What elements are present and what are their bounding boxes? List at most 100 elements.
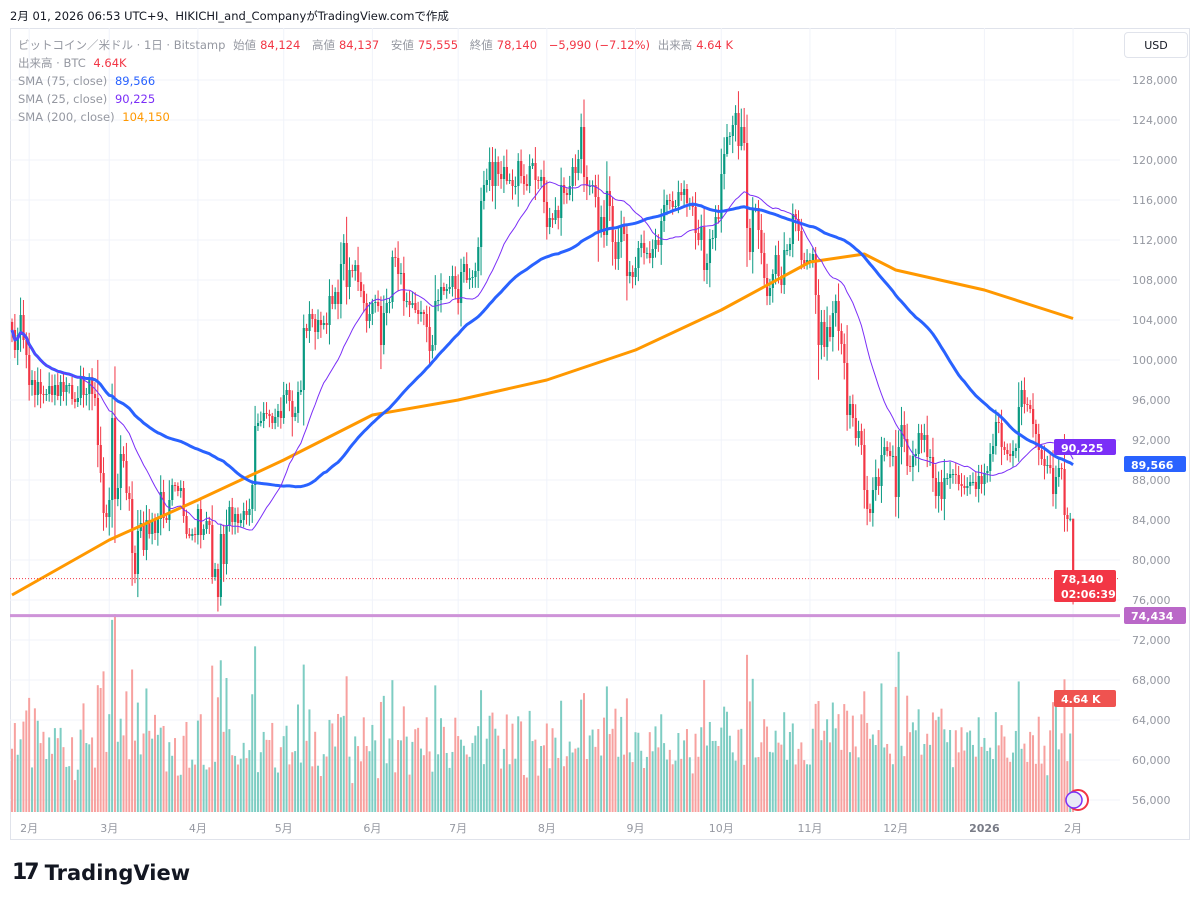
volume-bar bbox=[42, 731, 45, 812]
volume-bar bbox=[691, 773, 694, 812]
volume-bar bbox=[457, 736, 460, 812]
volume-bar bbox=[760, 742, 763, 812]
volume-bar bbox=[594, 746, 597, 812]
volume-bar bbox=[91, 737, 94, 812]
candle-body bbox=[73, 399, 77, 402]
legend-volume-row[interactable]: 出来高 · BTC 4.64K bbox=[18, 56, 127, 70]
volume-bar bbox=[697, 756, 700, 812]
candle-body bbox=[645, 253, 649, 254]
candle-body bbox=[328, 296, 331, 325]
legend-sma25-row[interactable]: SMA (25, close) 90,225 bbox=[18, 92, 156, 106]
volume-bar bbox=[511, 723, 514, 812]
volume-bar bbox=[256, 772, 259, 812]
volume-bar bbox=[371, 724, 374, 812]
volume-bar bbox=[974, 756, 977, 812]
volume-bar bbox=[866, 722, 869, 812]
volume-bar bbox=[909, 732, 912, 812]
volume-bar bbox=[351, 783, 354, 812]
candle-body bbox=[989, 454, 992, 471]
candle-body bbox=[1060, 468, 1063, 469]
currency-button[interactable]: USD bbox=[1124, 32, 1188, 58]
price-tick-label: 84,000 bbox=[1132, 514, 1171, 527]
volume-bar bbox=[431, 771, 434, 812]
volume-bar bbox=[634, 732, 637, 812]
volume-bar bbox=[328, 719, 331, 812]
volume-bar bbox=[1057, 749, 1060, 812]
volume-bar bbox=[949, 729, 952, 812]
candle-body bbox=[848, 404, 852, 415]
candle-body bbox=[251, 485, 254, 509]
sma75-price-tag-bg bbox=[1124, 456, 1186, 472]
volume-bar bbox=[857, 757, 860, 812]
volume-bar bbox=[1046, 775, 1049, 812]
symbol-label[interactable]: ビットコイン／米ドル · 1日 · Bitstamp bbox=[18, 38, 226, 52]
candle-body bbox=[522, 176, 526, 184]
tradingview-logo[interactable]: 17 TradingView bbox=[12, 860, 190, 885]
volume-bar bbox=[471, 743, 474, 812]
candle-body bbox=[319, 320, 323, 325]
volume-bar bbox=[568, 741, 571, 812]
candle-body bbox=[474, 271, 477, 277]
volume-bar bbox=[994, 712, 997, 812]
candle-body bbox=[1066, 515, 1069, 519]
volume-bar bbox=[869, 738, 871, 812]
volume-bar bbox=[997, 745, 1000, 812]
candle-body bbox=[468, 278, 471, 280]
candle-body bbox=[45, 394, 48, 395]
volume-bar bbox=[480, 690, 483, 812]
candle-body bbox=[457, 289, 460, 303]
candle-body bbox=[997, 422, 1000, 423]
candle-body bbox=[19, 315, 22, 335]
volume-bar bbox=[294, 751, 297, 812]
volume-bar bbox=[683, 740, 686, 812]
volume-bar bbox=[254, 646, 257, 812]
candle-body bbox=[571, 167, 574, 186]
volume-bar bbox=[680, 758, 683, 812]
candle-body bbox=[828, 327, 832, 337]
candle-body bbox=[85, 394, 88, 395]
candle-body bbox=[274, 417, 277, 423]
candle-body bbox=[854, 418, 857, 438]
candle-body bbox=[737, 113, 740, 146]
volume-bar bbox=[411, 741, 414, 812]
volume-bar bbox=[954, 730, 957, 812]
volume-bar bbox=[194, 764, 197, 812]
candle-body bbox=[545, 202, 549, 227]
volume-bar bbox=[291, 752, 294, 812]
candle-body bbox=[1012, 451, 1015, 456]
volume-bar bbox=[362, 717, 365, 812]
candle-body bbox=[705, 263, 709, 270]
candle-body bbox=[53, 385, 57, 395]
candle-body bbox=[500, 174, 503, 179]
volume-bar bbox=[1037, 716, 1040, 812]
volume-bar bbox=[334, 746, 337, 812]
candle-body bbox=[562, 185, 566, 193]
price-tick-label: 56,000 bbox=[1132, 794, 1171, 807]
price-axis: 128,000 124,000 120,000 116,000 112,000 108,0… bbox=[1132, 74, 1178, 807]
volume-bar bbox=[440, 718, 442, 812]
candle-body bbox=[640, 243, 643, 248]
legend-sma200-row[interactable]: SMA (200, close) 104,150 bbox=[18, 110, 170, 124]
candle-body bbox=[268, 414, 271, 416]
candle-body bbox=[697, 233, 700, 240]
volume-bar bbox=[528, 710, 531, 812]
volume-bar bbox=[225, 678, 228, 812]
volume-bar bbox=[488, 715, 491, 812]
candle-body bbox=[56, 385, 59, 396]
legend-sma75-row[interactable]: SMA (75, close) 89,566 bbox=[18, 74, 156, 88]
volume-bar bbox=[891, 764, 894, 812]
volume-bar bbox=[82, 703, 85, 812]
volume-bar bbox=[711, 740, 714, 812]
candle-body bbox=[731, 125, 734, 136]
volume-bar bbox=[926, 733, 929, 812]
volume-bar bbox=[199, 714, 202, 812]
volume-bar bbox=[886, 743, 889, 812]
time-tick-label: 12月 bbox=[883, 822, 908, 835]
volume-bar bbox=[734, 760, 737, 812]
candle-body bbox=[886, 447, 889, 451]
candle-body bbox=[711, 238, 714, 239]
candle-body bbox=[531, 163, 534, 166]
volume-bar bbox=[88, 744, 91, 812]
price-tick-label: 88,000 bbox=[1132, 474, 1171, 487]
